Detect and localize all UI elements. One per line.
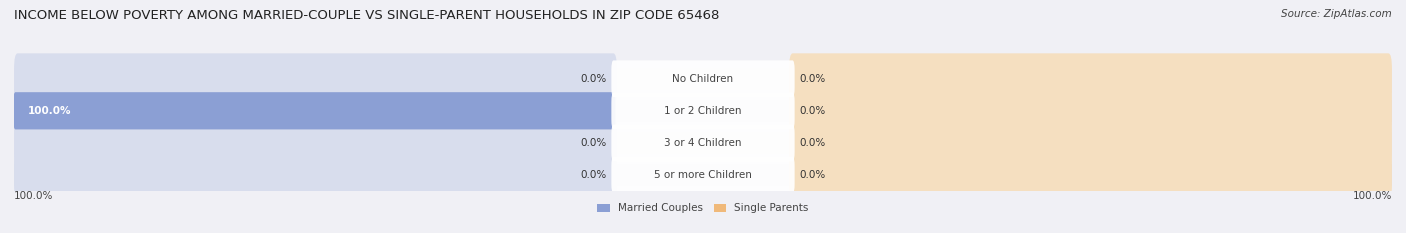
FancyBboxPatch shape: [612, 157, 794, 193]
Bar: [14, 100, 1392, 122]
FancyBboxPatch shape: [14, 92, 616, 129]
FancyBboxPatch shape: [612, 93, 794, 129]
Text: 0.0%: 0.0%: [800, 170, 825, 180]
Text: 0.0%: 0.0%: [581, 74, 606, 84]
Text: 0.0%: 0.0%: [581, 170, 606, 180]
Text: 5 or more Children: 5 or more Children: [654, 170, 752, 180]
Text: 1 or 2 Children: 1 or 2 Children: [664, 106, 742, 116]
Text: 0.0%: 0.0%: [581, 138, 606, 148]
Bar: [14, 68, 1392, 90]
Text: 3 or 4 Children: 3 or 4 Children: [664, 138, 742, 148]
FancyBboxPatch shape: [789, 150, 1392, 200]
Text: Source: ZipAtlas.com: Source: ZipAtlas.com: [1281, 9, 1392, 19]
FancyBboxPatch shape: [14, 86, 617, 136]
Text: 0.0%: 0.0%: [800, 74, 825, 84]
Bar: [14, 132, 1392, 154]
Text: 100.0%: 100.0%: [14, 191, 53, 201]
FancyBboxPatch shape: [612, 125, 794, 161]
FancyBboxPatch shape: [789, 86, 1392, 136]
Text: 0.0%: 0.0%: [800, 138, 825, 148]
Legend: Married Couples, Single Parents: Married Couples, Single Parents: [593, 199, 813, 218]
Text: INCOME BELOW POVERTY AMONG MARRIED-COUPLE VS SINGLE-PARENT HOUSEHOLDS IN ZIP COD: INCOME BELOW POVERTY AMONG MARRIED-COUPL…: [14, 9, 720, 22]
Text: 100.0%: 100.0%: [1353, 191, 1392, 201]
Text: 100.0%: 100.0%: [28, 106, 72, 116]
FancyBboxPatch shape: [14, 117, 617, 168]
Text: No Children: No Children: [672, 74, 734, 84]
FancyBboxPatch shape: [789, 53, 1392, 104]
Text: 0.0%: 0.0%: [800, 106, 825, 116]
Bar: [14, 164, 1392, 186]
FancyBboxPatch shape: [14, 150, 617, 200]
FancyBboxPatch shape: [612, 60, 794, 97]
FancyBboxPatch shape: [14, 53, 617, 104]
FancyBboxPatch shape: [789, 117, 1392, 168]
